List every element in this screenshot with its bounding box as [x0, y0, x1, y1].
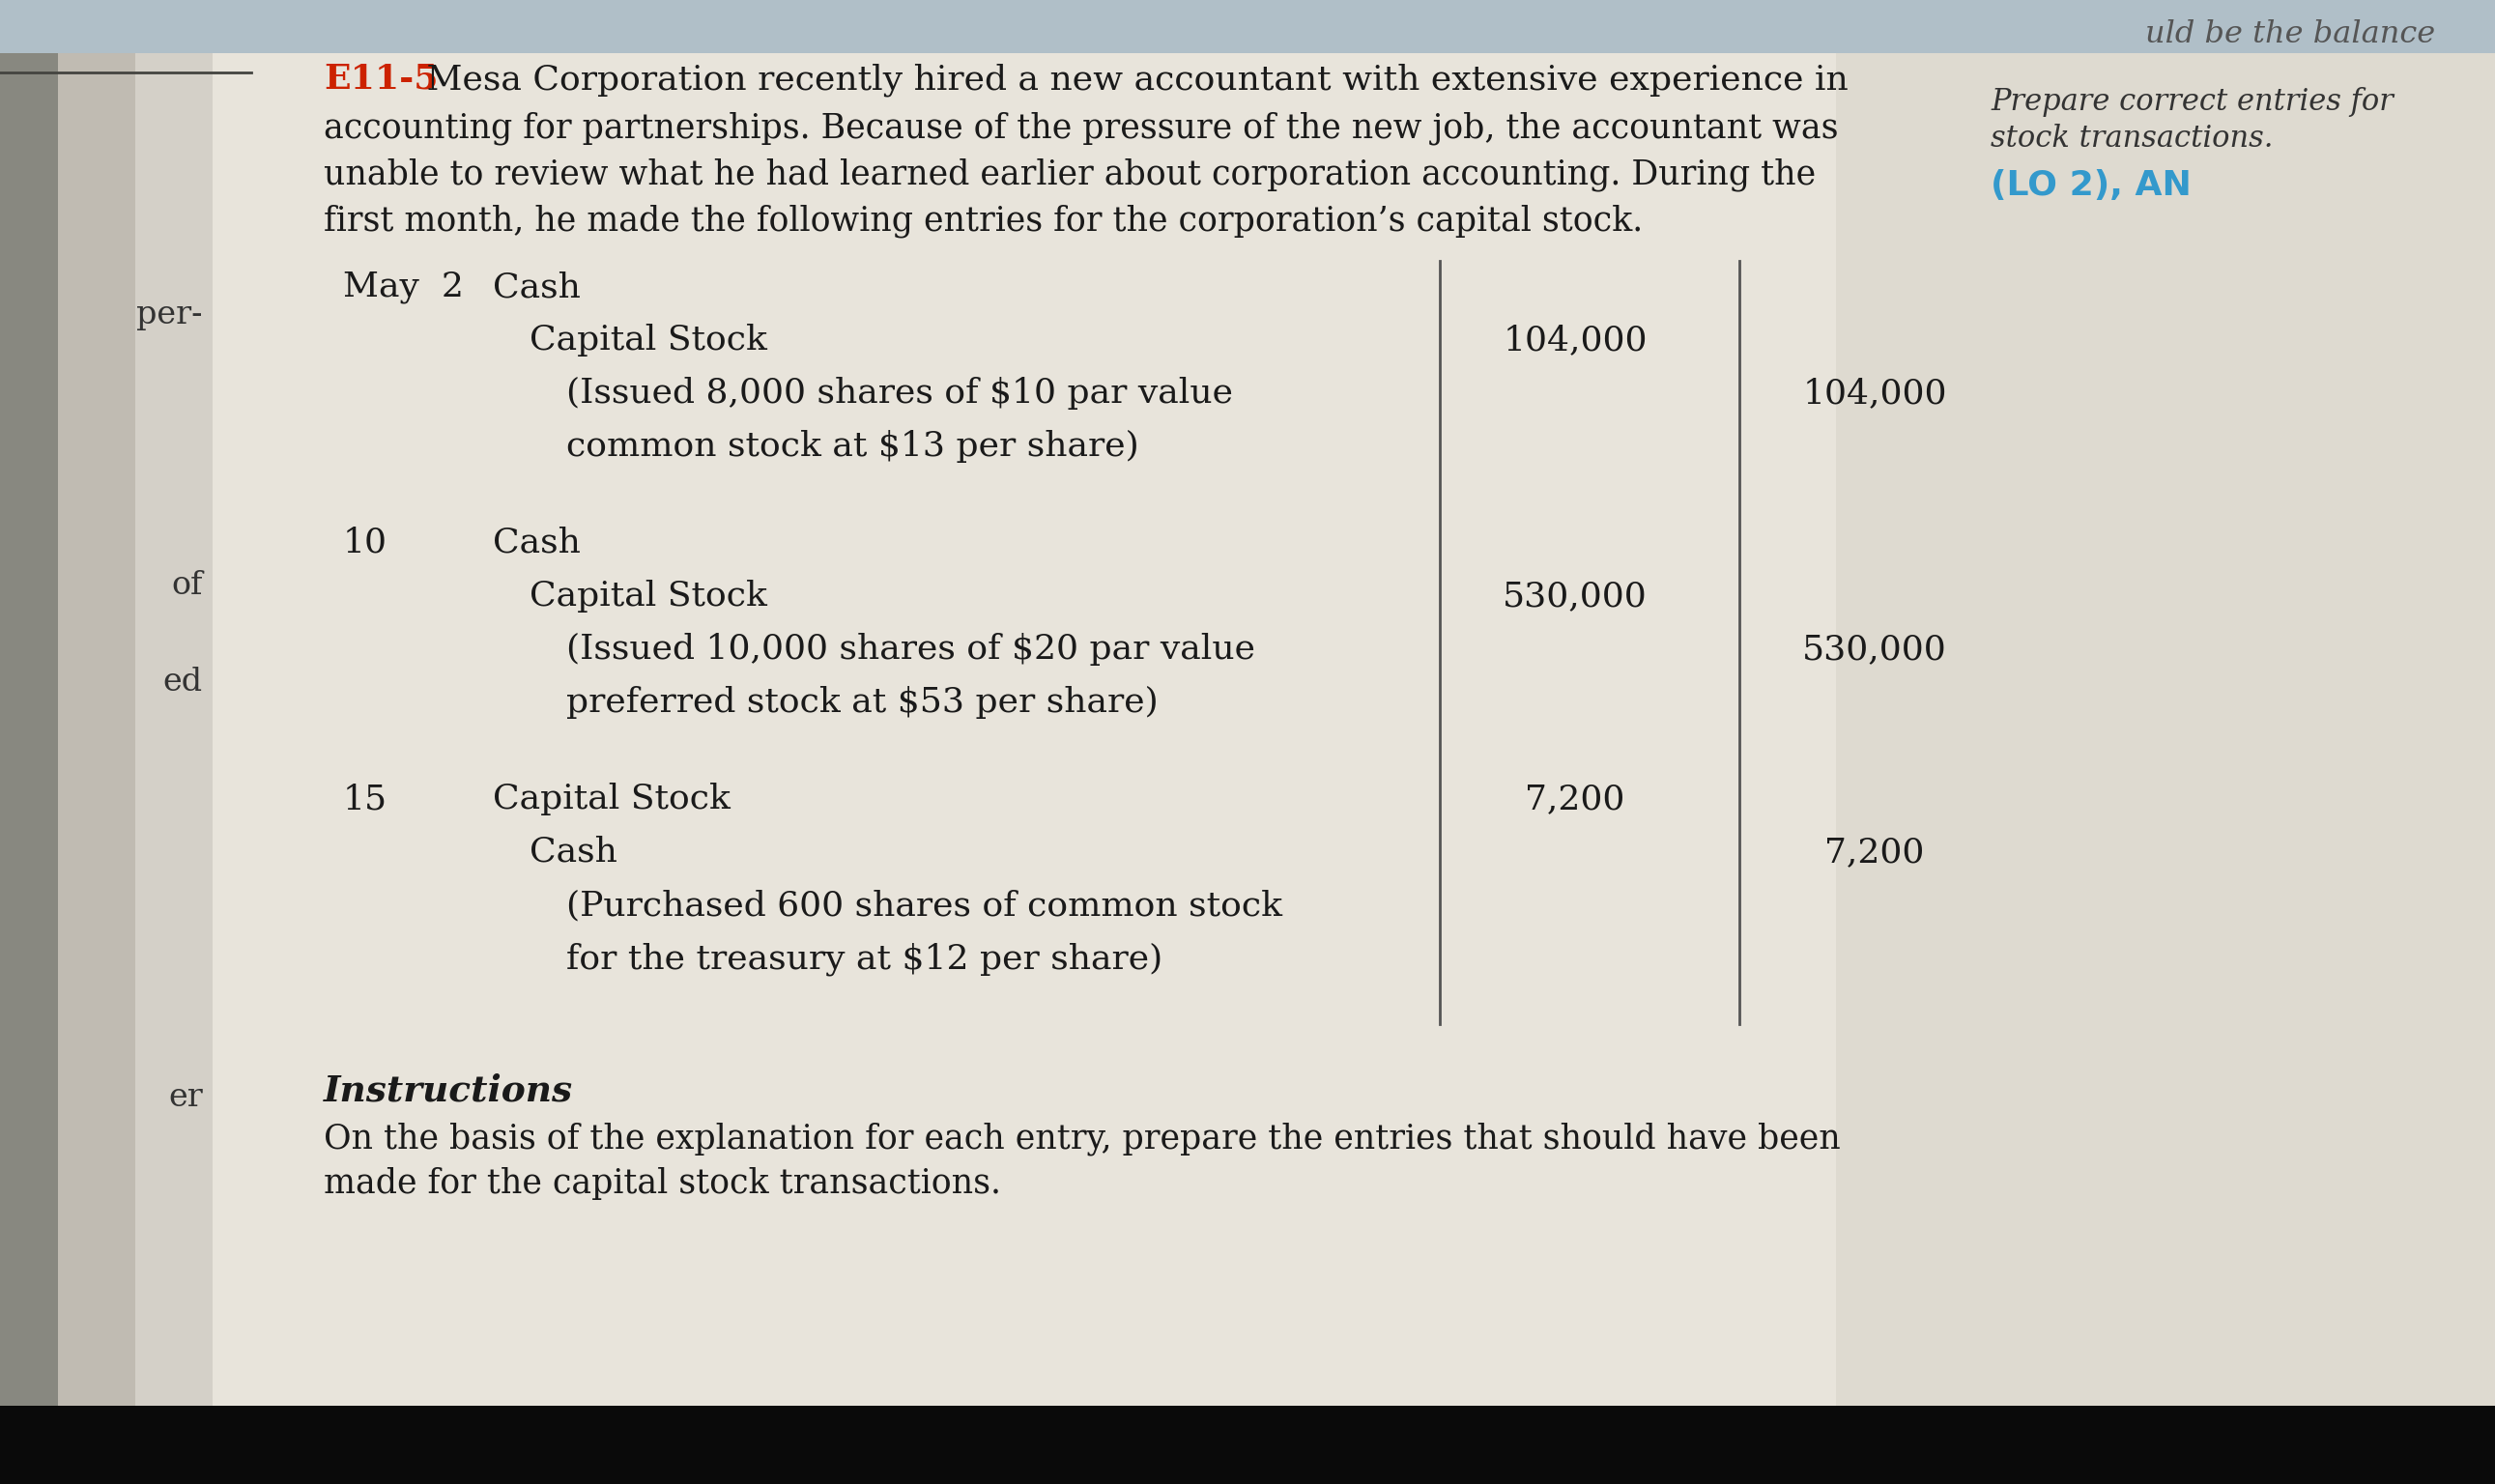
Text: accounting for partnerships. Because of the pressure of the new job, the account: accounting for partnerships. Because of …	[324, 111, 1839, 144]
Text: Instructions: Instructions	[324, 1073, 574, 1109]
Text: Capital Stock: Capital Stock	[529, 324, 766, 356]
Text: 530,000: 530,000	[1502, 580, 1647, 613]
Text: (LO 2), AN: (LO 2), AN	[1991, 169, 2191, 202]
Text: 530,000: 530,000	[1801, 632, 1946, 666]
Text: On the basis of the explanation for each entry, prepare the entries that should : On the basis of the explanation for each…	[324, 1123, 1841, 1156]
Text: (Issued 8,000 shares of $10 par value: (Issued 8,000 shares of $10 par value	[566, 377, 1233, 410]
Text: Cash: Cash	[494, 527, 581, 559]
Text: 7,200: 7,200	[1524, 782, 1624, 815]
Text: common stock at $13 per share): common stock at $13 per share)	[566, 430, 1140, 463]
Text: Cash: Cash	[494, 270, 581, 303]
Text: ed: ed	[162, 666, 202, 697]
Text: for the treasury at $12 per share): for the treasury at $12 per share)	[566, 942, 1163, 975]
Text: Mesa Corporation recently hired a new accountant with extensive experience in: Mesa Corporation recently hired a new ac…	[417, 62, 1849, 96]
Text: 7,200: 7,200	[1824, 835, 1924, 868]
Text: (Issued 10,000 shares of $20 par value: (Issued 10,000 shares of $20 par value	[566, 632, 1255, 666]
Text: unable to review what he had learned earlier about corporation accounting. Durin: unable to review what he had learned ear…	[324, 157, 1816, 191]
Bar	[0, 0, 2495, 53]
Text: stock transactions.: stock transactions.	[1991, 123, 2273, 154]
Text: made for the capital stock transactions.: made for the capital stock transactions.	[324, 1166, 1000, 1201]
Text: per-: per-	[137, 300, 202, 331]
Text: Cash: Cash	[529, 835, 616, 868]
Text: Capital Stock: Capital Stock	[529, 580, 766, 613]
Bar	[57, 53, 135, 1405]
Text: er: er	[167, 1082, 202, 1113]
Bar	[1836, 53, 2495, 1405]
Text: preferred stock at $53 per share): preferred stock at $53 per share)	[566, 686, 1158, 718]
Text: May  2: May 2	[342, 270, 464, 303]
Bar	[0, 1405, 2495, 1484]
Bar	[0, 53, 57, 1405]
Text: 104,000: 104,000	[1502, 324, 1647, 356]
Text: Capital Stock: Capital Stock	[494, 782, 731, 815]
Text: 15: 15	[342, 782, 387, 815]
Text: uld be the balance: uld be the balance	[2146, 19, 2435, 49]
Text: first month, he made the following entries for the corporation’s capital stock.: first month, he made the following entri…	[324, 203, 1644, 237]
Text: 104,000: 104,000	[1801, 377, 1946, 410]
Text: Prepare correct entries for: Prepare correct entries for	[1991, 88, 2393, 117]
Bar	[135, 53, 212, 1405]
Text: 10: 10	[342, 527, 387, 559]
Text: E11-5: E11-5	[324, 62, 439, 95]
Text: (Purchased 600 shares of common stock: (Purchased 600 shares of common stock	[566, 889, 1282, 922]
Text: of: of	[172, 570, 202, 601]
